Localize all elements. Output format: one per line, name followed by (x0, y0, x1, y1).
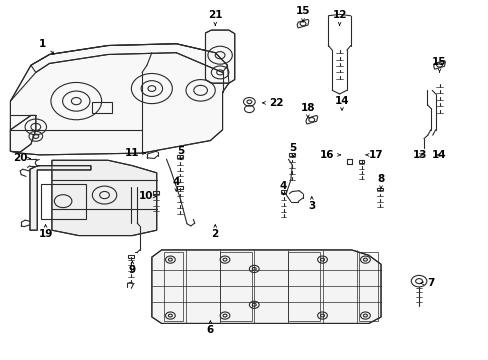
Text: 14: 14 (334, 96, 348, 110)
Text: 6: 6 (206, 321, 214, 335)
Text: 14: 14 (431, 150, 446, 160)
Bar (177, 155, 183, 158)
Text: 15: 15 (295, 6, 309, 22)
Polygon shape (10, 116, 36, 152)
Bar (128, 255, 134, 258)
Text: 1: 1 (39, 39, 54, 54)
Bar (153, 191, 158, 194)
Polygon shape (10, 44, 228, 155)
Polygon shape (152, 250, 380, 323)
Text: 17: 17 (365, 150, 383, 160)
Bar (220, 252, 251, 320)
Text: 4: 4 (172, 177, 180, 191)
Bar (41, 184, 85, 219)
Text: 8: 8 (377, 174, 384, 189)
Bar (163, 252, 182, 320)
Bar (376, 188, 382, 190)
Text: 21: 21 (207, 10, 222, 26)
Text: 10: 10 (139, 192, 156, 202)
Bar (358, 252, 377, 320)
Text: 4: 4 (279, 181, 286, 195)
Text: 16: 16 (320, 150, 340, 160)
Text: 18: 18 (300, 103, 314, 117)
Polygon shape (30, 166, 91, 230)
Text: 3: 3 (307, 197, 315, 211)
Bar (177, 186, 183, 189)
Text: 5: 5 (289, 143, 296, 157)
Text: 15: 15 (431, 57, 446, 72)
Polygon shape (205, 30, 234, 83)
Text: 22: 22 (262, 98, 283, 108)
Text: 11: 11 (125, 148, 145, 158)
Bar (92, 102, 112, 113)
Text: 9: 9 (128, 261, 136, 275)
Text: 5: 5 (177, 145, 184, 160)
Text: 2: 2 (211, 225, 219, 239)
Text: 12: 12 (332, 10, 346, 26)
Bar (289, 153, 295, 156)
Bar (358, 160, 364, 163)
Text: 7: 7 (420, 278, 433, 288)
Bar (288, 252, 320, 320)
Text: 13: 13 (412, 150, 427, 160)
Text: 19: 19 (38, 225, 53, 239)
Text: 20: 20 (13, 153, 30, 163)
Polygon shape (52, 160, 157, 235)
Bar (280, 190, 286, 193)
